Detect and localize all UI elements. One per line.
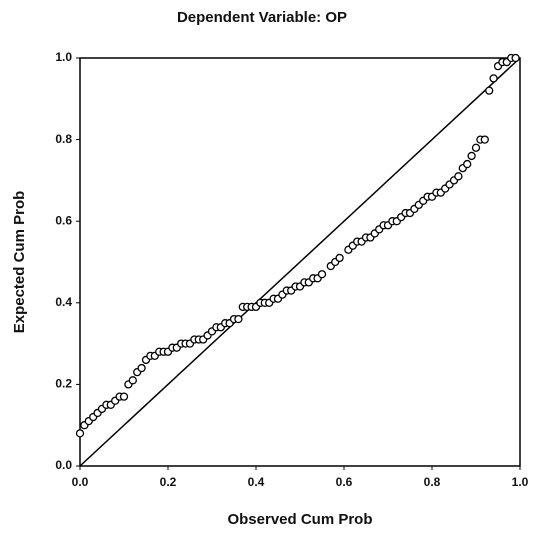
x-tick-label: 0.8 xyxy=(424,475,441,489)
y-axis-label: Expected Cum Prob xyxy=(11,191,28,334)
data-point xyxy=(137,363,146,373)
data-point xyxy=(467,151,476,161)
y-tick-label: 1.0 xyxy=(55,50,72,64)
y-tick-label: 0.0 xyxy=(55,458,72,472)
plot-frame xyxy=(79,57,521,467)
data-point xyxy=(335,253,344,263)
x-tick-label: 0.4 xyxy=(248,475,265,489)
data-point xyxy=(489,74,498,83)
x-tick-label: 1.0 xyxy=(512,475,529,489)
x-tick-label: 0.0 xyxy=(72,475,89,489)
data-point xyxy=(75,429,85,438)
y-tick-label: 0.8 xyxy=(55,132,72,146)
data-point xyxy=(317,270,327,279)
y-tick-label: 0.2 xyxy=(55,377,72,391)
reference-line xyxy=(79,57,521,467)
chart-title: Dependent Variable: OP xyxy=(177,9,347,26)
data-point xyxy=(480,135,489,144)
data-point xyxy=(128,376,137,385)
data-point xyxy=(119,392,129,401)
data-point xyxy=(454,172,463,181)
y-tick-label: 0.4 xyxy=(55,295,72,309)
x-tick-label: 0.2 xyxy=(160,475,177,489)
x-tick-label: 0.6 xyxy=(336,475,353,489)
data-point xyxy=(471,143,481,152)
data-point xyxy=(485,86,494,95)
data-point xyxy=(463,159,472,169)
y-tick-label: 0.6 xyxy=(55,213,72,227)
data-point xyxy=(234,314,243,324)
data-point xyxy=(511,53,520,63)
x-axis-label: Observed Cum Prob xyxy=(227,511,372,528)
